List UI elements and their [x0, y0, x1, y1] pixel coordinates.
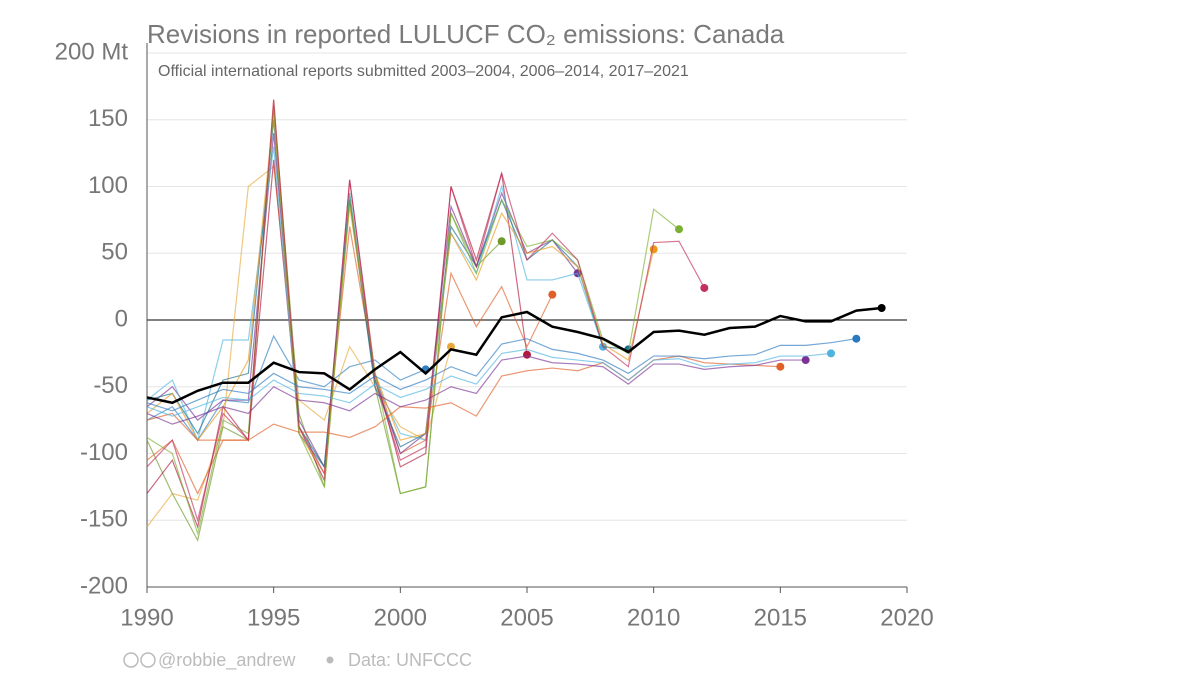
- x-tick-label: 2015: [754, 604, 807, 631]
- x-tick-label: 1995: [247, 604, 300, 631]
- series-end-dot: [548, 290, 557, 299]
- series-line: [146, 165, 452, 528]
- series-end-dot: [776, 362, 785, 371]
- series-line: [146, 306, 882, 405]
- x-tick-label: 1990: [120, 604, 173, 631]
- y-tick-label: 50: [101, 239, 128, 266]
- y-tick-label: 150: [88, 105, 128, 132]
- series-line: [146, 99, 553, 495]
- x-tick-label: 2020: [880, 604, 933, 631]
- y-tick-label: 100: [88, 172, 128, 199]
- series-end-dot: [675, 225, 683, 234]
- series-line: [146, 99, 705, 523]
- series-end-dot: [827, 349, 835, 358]
- footer-source: Data: UNFCCC: [348, 650, 472, 670]
- series-end-dot: [801, 356, 810, 365]
- y-tick-label: -150: [80, 506, 128, 533]
- chart-subtitle: Official international reports submitted…: [158, 63, 689, 80]
- x-tick-label: 2005: [500, 604, 553, 631]
- series-line: [146, 348, 832, 417]
- series-line: [146, 355, 781, 441]
- y-tick-label: -200: [80, 572, 128, 599]
- series-end-dot: [700, 283, 709, 292]
- series-line: [146, 355, 806, 425]
- series-line: [146, 146, 604, 469]
- footer-credit: @robbie_andrew: [158, 650, 296, 671]
- y-tick-label: 0: [115, 305, 128, 332]
- series-line: [146, 334, 426, 442]
- license-icons: [123, 652, 156, 668]
- footer-separator: [326, 656, 334, 664]
- x-tick-label: 2000: [374, 604, 427, 631]
- series-end-dot: [877, 303, 886, 312]
- cc-icon: [123, 652, 139, 668]
- series-end-dot: [523, 350, 531, 359]
- y-tick-label: -50: [93, 372, 128, 399]
- by-icon: [140, 652, 156, 668]
- series-end-dot: [649, 245, 658, 254]
- y-tick-label: -100: [80, 439, 128, 466]
- series-line: [146, 338, 857, 412]
- chart-title: Revisions in reported LULUCF CO₂ emissio…: [147, 19, 785, 49]
- y-tick-label: 200 Mt: [55, 38, 129, 65]
- series-end-dot: [852, 334, 861, 343]
- x-tick-label: 2010: [627, 604, 680, 631]
- series-end-dot: [497, 237, 506, 246]
